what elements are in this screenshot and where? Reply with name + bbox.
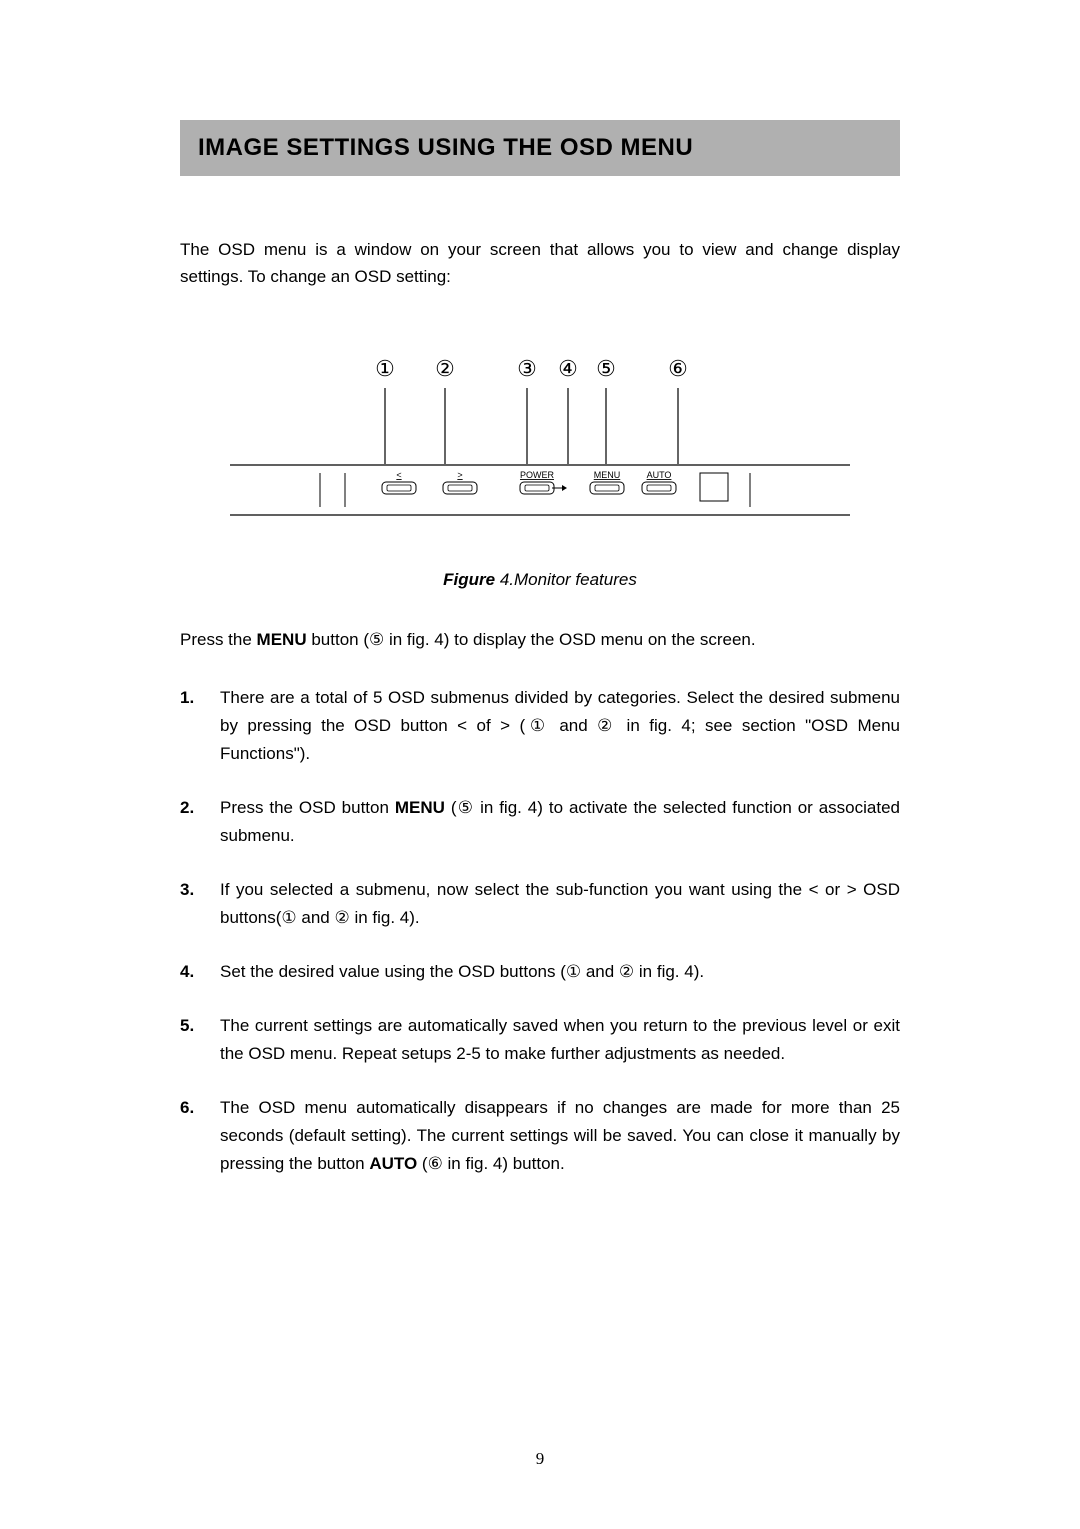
steps-list: There are a total of 5 OSD submenus divi… xyxy=(180,684,900,1179)
svg-text:②: ② xyxy=(435,356,455,381)
svg-text:④: ④ xyxy=(558,356,578,381)
figure-caption-label: Figure xyxy=(443,570,495,589)
document-page: IMAGE SETTINGS USING THE OSD MENU The OS… xyxy=(0,0,1080,1529)
figure-caption-text: 4.Monitor features xyxy=(495,570,637,589)
press-line: Press the MENU button (⑤ in fig. 4) to d… xyxy=(180,626,900,653)
step-item: The current settings are automatically s… xyxy=(180,1012,900,1068)
step-item: Press the OSD button MENU (⑤ in fig. 4) … xyxy=(180,794,900,850)
section-title-bar: IMAGE SETTINGS USING THE OSD MENU xyxy=(180,120,900,176)
svg-text:①: ① xyxy=(375,356,395,381)
svg-text:③: ③ xyxy=(517,356,537,381)
step-item: If you selected a submenu, now select th… xyxy=(180,876,900,932)
press-post: button (⑤ in fig. 4) to display the OSD … xyxy=(307,630,756,649)
svg-text:⑤: ⑤ xyxy=(596,356,616,381)
press-bold: MENU xyxy=(257,630,307,649)
svg-text:MENU: MENU xyxy=(594,470,621,480)
section-title: IMAGE SETTINGS USING THE OSD MENU xyxy=(198,134,882,162)
step-item: The OSD menu automatically disappears if… xyxy=(180,1094,900,1178)
intro-paragraph: The OSD menu is a window on your screen … xyxy=(180,236,900,290)
svg-text:<: < xyxy=(396,470,401,480)
page-number: 9 xyxy=(0,1449,1080,1469)
step-item: There are a total of 5 OSD submenus divi… xyxy=(180,684,900,768)
svg-text:POWER: POWER xyxy=(520,470,555,480)
monitor-diagram: ① ② ③④⑤ ⑥ < > POWER MENU AUTO xyxy=(230,340,850,530)
svg-text:>: > xyxy=(457,470,462,480)
step-item: Set the desired value using the OSD butt… xyxy=(180,958,900,986)
svg-text:⑥: ⑥ xyxy=(668,356,688,381)
figure-container: ① ② ③④⑤ ⑥ < > POWER MENU AUTO xyxy=(180,340,900,530)
press-pre: Press the xyxy=(180,630,257,649)
figure-caption: Figure 4.Monitor features xyxy=(180,570,900,590)
svg-text:AUTO: AUTO xyxy=(647,470,672,480)
